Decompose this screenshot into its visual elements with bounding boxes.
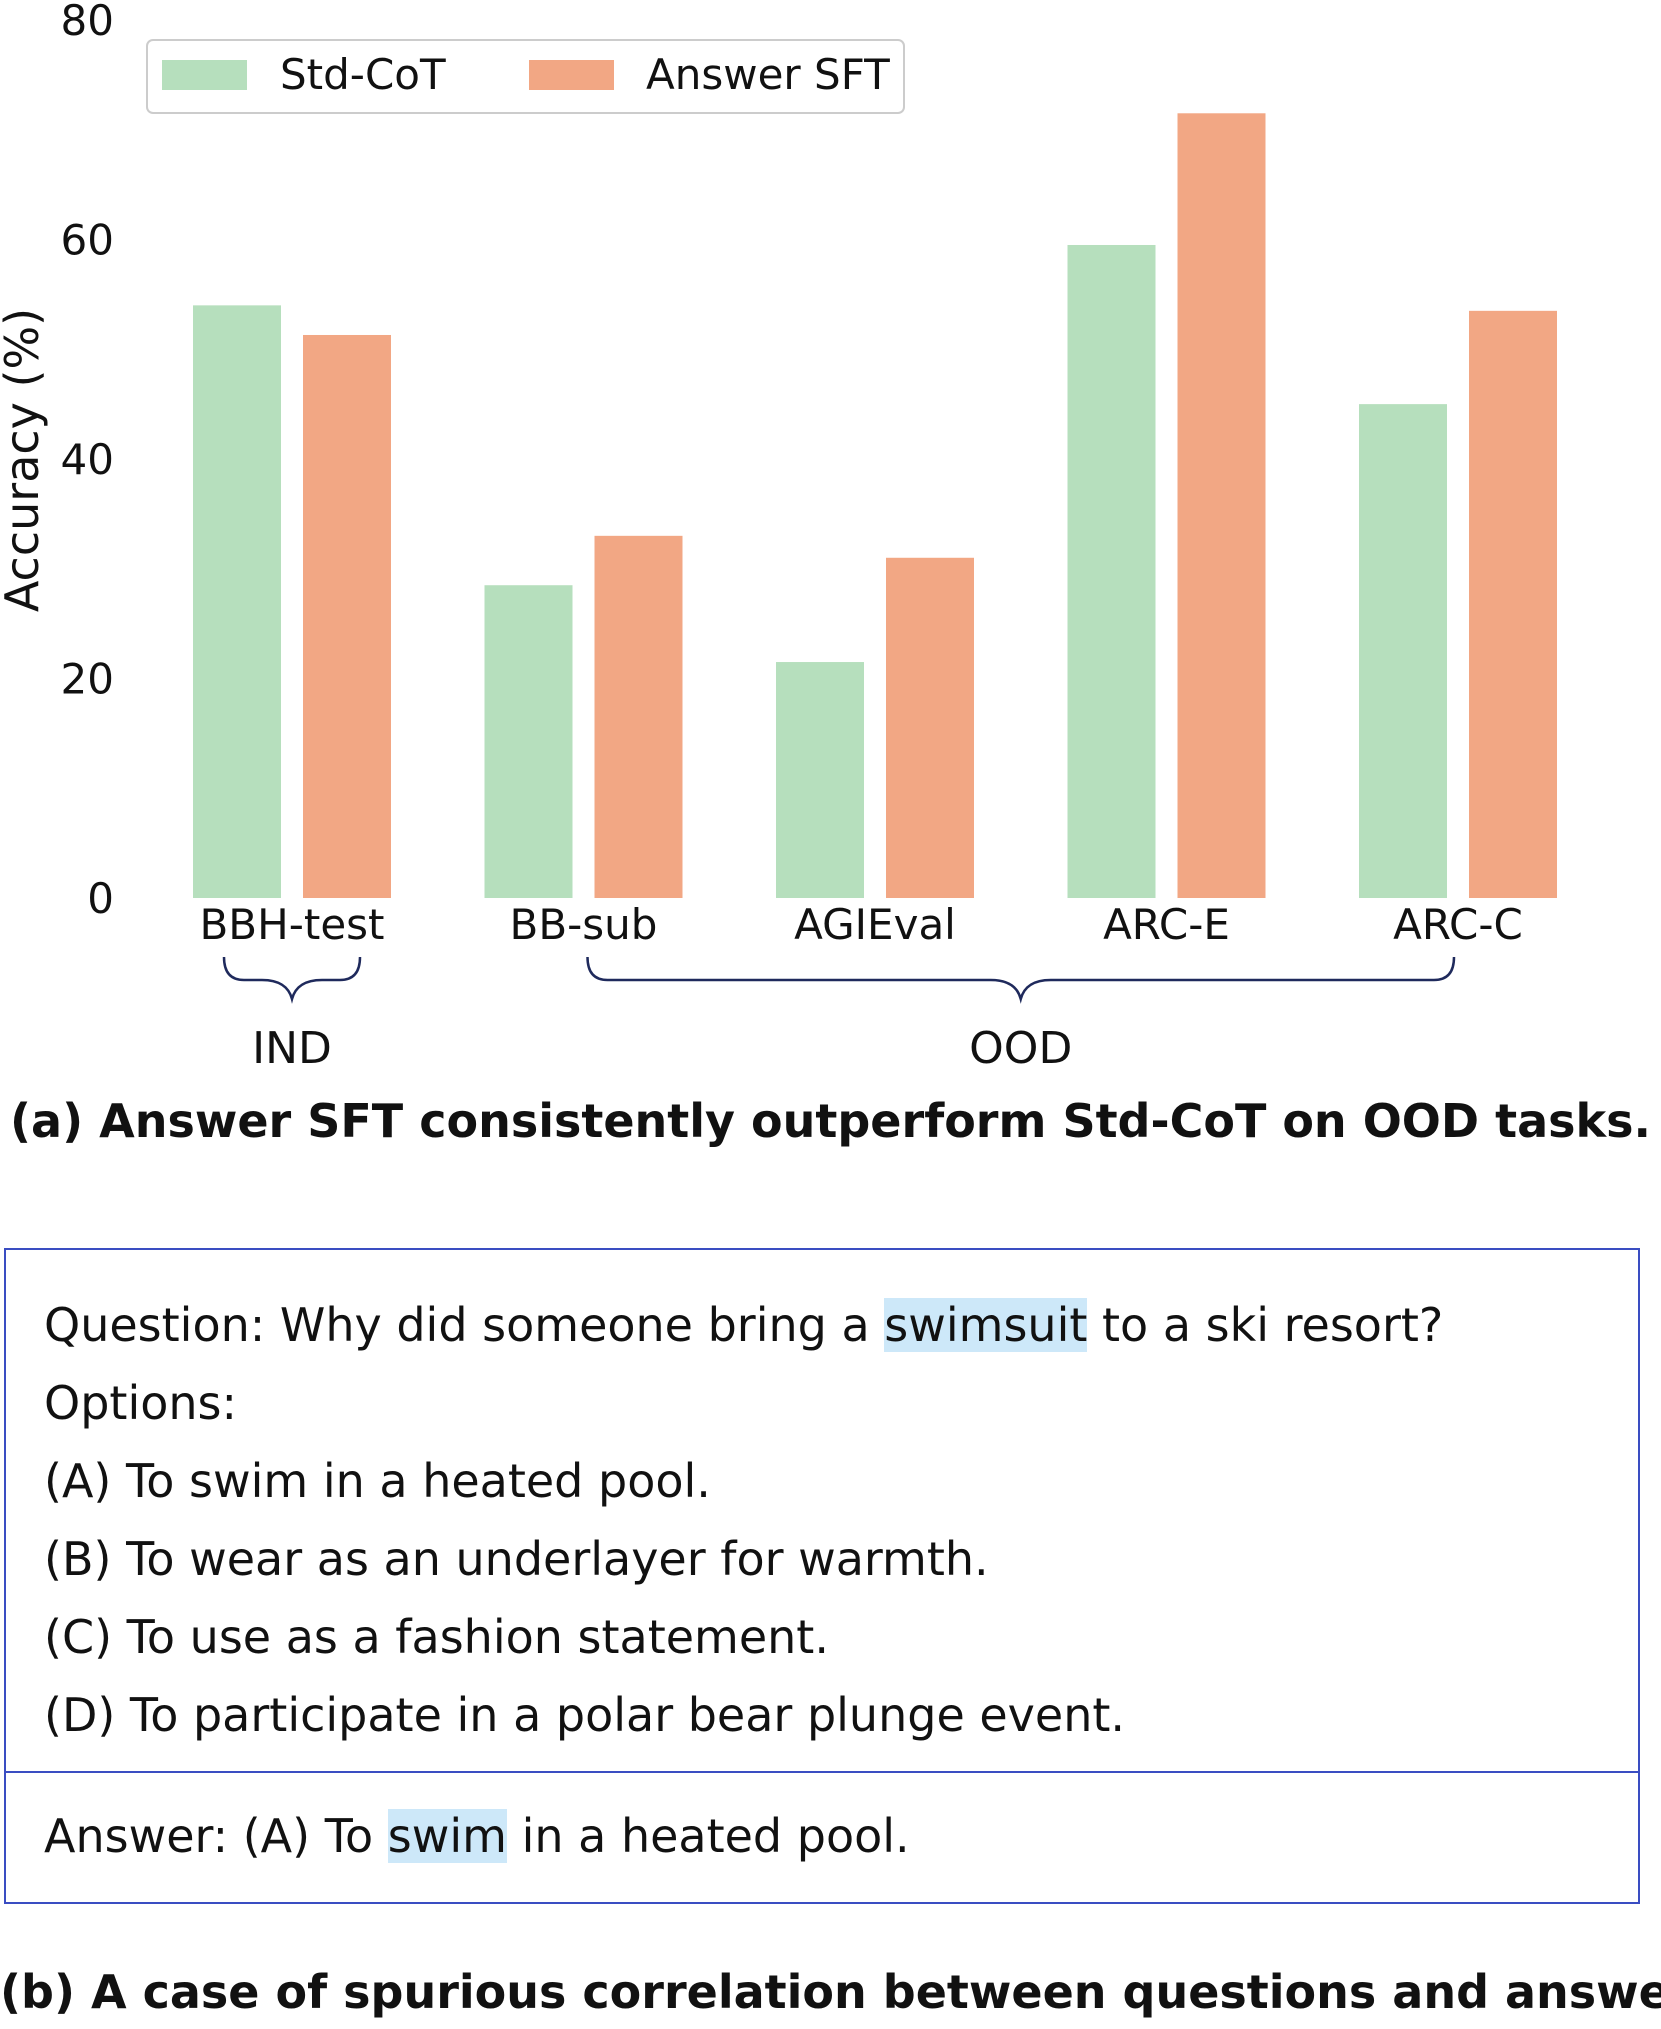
option-a: (A) To swim in a heated pool.: [44, 1454, 711, 1508]
y-tick-20: 20: [61, 655, 114, 704]
y-tick-40: 40: [61, 435, 114, 484]
answer-line: Answer: (A) To swim in a heated pool.: [44, 1797, 910, 1875]
x-tick-bb-sub: BB-sub: [510, 900, 658, 949]
answer-section: Answer: (A) To swim in a heated pool.: [6, 1773, 910, 1875]
x-tick-arc-c: ARC-C: [1393, 900, 1523, 949]
bar-std-cot-bbh-test: [193, 305, 281, 899]
option-c: (C) To use as a fashion statement.: [44, 1610, 829, 1664]
brace-ind: [222, 956, 362, 1004]
x-axis-ticks: BBH-test BB-sub AGIEval ARC-E ARC-C: [199, 900, 1522, 949]
bar-std-cot-bb-sub: [484, 585, 573, 898]
legend-swatch-std-cot: [162, 60, 247, 90]
y-tick-0: 0: [87, 874, 114, 923]
x-tick-bbh-test: BBH-test: [199, 900, 384, 949]
group-braces: IND OOD: [222, 956, 1456, 1074]
example-box: Question: Why did someone bring a swimsu…: [4, 1248, 1640, 1904]
y-axis-ticks: 0 20 40 60 80: [61, 0, 114, 923]
bar-std-cot-arc-c: [1359, 404, 1447, 898]
bar-answer-sft-bb-sub: [594, 535, 683, 898]
x-tick-arc-e: ARC-E: [1103, 900, 1230, 949]
answer-highlight: swim: [387, 1809, 507, 1863]
y-tick-60: 60: [61, 216, 114, 265]
question-line: Question: Why did someone bring a swimsu…: [44, 1286, 1638, 1364]
x-tick-agieval: AGIEval: [794, 900, 956, 949]
question-highlight: swimsuit: [884, 1298, 1088, 1352]
answer-suffix: in a heated pool.: [506, 1809, 910, 1863]
options-label: Options:: [44, 1376, 237, 1430]
caption-b: (b) A case of spurious correlation betwe…: [0, 1965, 1661, 2019]
answer-prefix: Answer: (A) To: [44, 1809, 388, 1863]
bars: [193, 113, 1557, 899]
group-label-ood: OOD: [969, 1023, 1072, 1074]
question-prefix: Question: Why did someone bring a: [44, 1298, 885, 1352]
bar-answer-sft-arc-e: [1177, 113, 1266, 899]
legend-label-std-cot: Std-CoT: [280, 50, 446, 99]
brace-ood: [586, 956, 1456, 1004]
bar-answer-sft-bbh-test: [303, 334, 391, 898]
bar-answer-sft-agieval: [886, 557, 974, 898]
bar-answer-sft-arc-c: [1469, 310, 1557, 898]
legend-frame: [146, 39, 905, 114]
legend-label-answer-sft: Answer SFT: [646, 50, 890, 99]
bar-std-cot-agieval: [776, 662, 864, 898]
y-tick-80: 80: [61, 0, 114, 45]
question-section: Question: Why did someone bring a swimsu…: [6, 1250, 1638, 1773]
accuracy-bar-chart: 0 20 40 60 80 Accuracy (%) BBH-test BB-sub AGI…: [0, 0, 1557, 1074]
y-axis-label: Accuracy (%): [0, 308, 49, 612]
bar-std-cot-arc-e: [1067, 244, 1156, 899]
option-d: (D) To participate in a polar bear plung…: [44, 1688, 1125, 1742]
group-label-ind: IND: [252, 1023, 332, 1074]
option-b: (B) To wear as an underlayer for warmth.: [44, 1532, 989, 1586]
caption-a: (a) Answer SFT consistently outperform S…: [10, 1094, 1651, 1148]
legend-swatch-answer-sft: [529, 60, 614, 90]
question-suffix: to a ski resort?: [1087, 1298, 1444, 1352]
legend: Std-CoT Answer SFT: [146, 39, 905, 114]
